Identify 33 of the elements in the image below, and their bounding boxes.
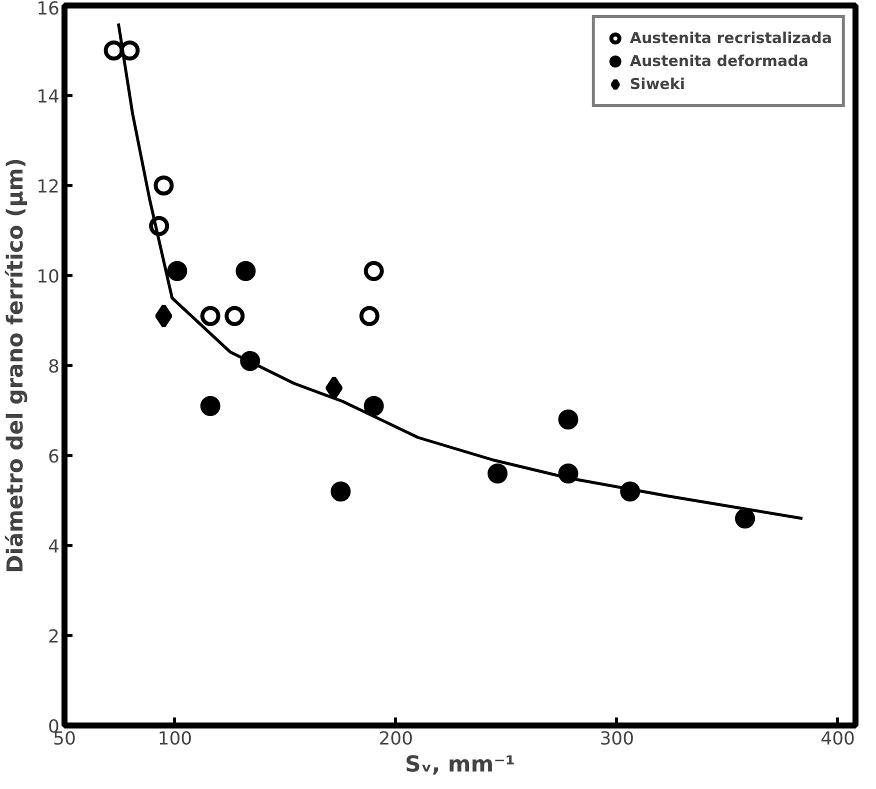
y-tick-label: 10 <box>36 266 60 288</box>
x-tick-label: 100 <box>158 728 192 750</box>
y-tick-label: 16 <box>36 0 60 20</box>
point <box>364 396 384 416</box>
point <box>488 464 508 484</box>
point <box>359 306 380 326</box>
y-tick-label: 14 <box>36 86 60 108</box>
point <box>200 396 220 416</box>
x-tick-label: 200 <box>378 728 414 750</box>
y-tick-label: 8 <box>48 356 60 378</box>
x-axis-title: Sᵥ, mm⁻¹ <box>405 752 515 778</box>
legend-label: Austenita recristalizada <box>630 29 832 47</box>
point <box>167 261 188 281</box>
point <box>224 306 245 326</box>
legend-label: Austenita deformada <box>630 52 809 70</box>
point <box>558 410 578 430</box>
point <box>236 261 256 281</box>
point <box>735 508 756 528</box>
point <box>104 40 124 60</box>
point <box>200 306 220 326</box>
point <box>325 376 343 400</box>
point <box>330 482 351 502</box>
y-tick-label: 12 <box>36 176 60 198</box>
y-tick-label: 6 <box>48 446 60 468</box>
x-tick-label: 300 <box>600 728 634 750</box>
y-tick-label: 2 <box>48 626 60 648</box>
point <box>364 261 384 281</box>
x-tick-label: 400 <box>820 728 856 750</box>
point <box>155 304 172 328</box>
y-axis-title: Diámetro del grano ferrítico (µm) <box>4 158 29 574</box>
y-tick-label: 4 <box>48 536 60 558</box>
point <box>154 176 174 196</box>
legend-label: Siweki <box>630 75 685 93</box>
